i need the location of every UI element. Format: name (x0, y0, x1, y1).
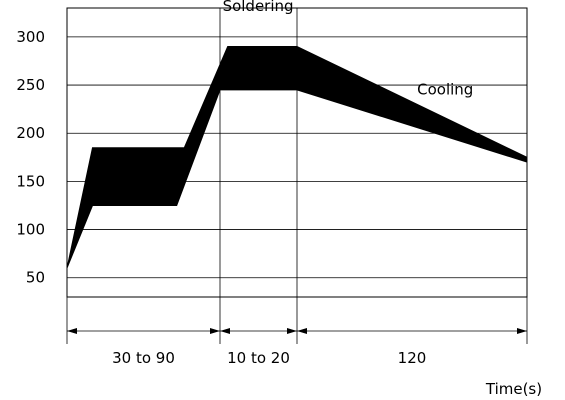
annotation-label: Cooling (417, 81, 473, 99)
timeline-arrowhead (287, 328, 297, 334)
timeline-arrowhead (517, 328, 527, 334)
temperature-band-area (66, 46, 528, 269)
temperature-band (66, 46, 528, 269)
timeline-arrowhead (220, 328, 230, 334)
time-segment-label: 120 (398, 349, 427, 367)
timeline-arrowhead (67, 328, 77, 334)
y-tick-label: 50 (26, 269, 45, 287)
y-tick-label: 150 (16, 172, 45, 190)
timeline-arrowhead (297, 328, 307, 334)
annotation-label: Soldering (223, 0, 294, 15)
time-segment-label: 10 to 20 (227, 349, 290, 367)
annotations: Soldering Cooling (223, 0, 474, 99)
y-tick-labels: 50 100 150 200 250 300 (16, 28, 45, 287)
y-tick-label: 250 (16, 76, 45, 94)
y-tick-label: 100 (16, 221, 45, 239)
x-axis-label: Time(s) (485, 380, 542, 398)
timeline-arrowhead (210, 328, 220, 334)
y-tick-label: 200 (16, 124, 45, 142)
time-scale: 30 to 90 10 to 20 120 (66, 297, 528, 367)
time-segment-label: 30 to 90 (112, 349, 175, 367)
y-tick-label: 300 (16, 28, 45, 46)
